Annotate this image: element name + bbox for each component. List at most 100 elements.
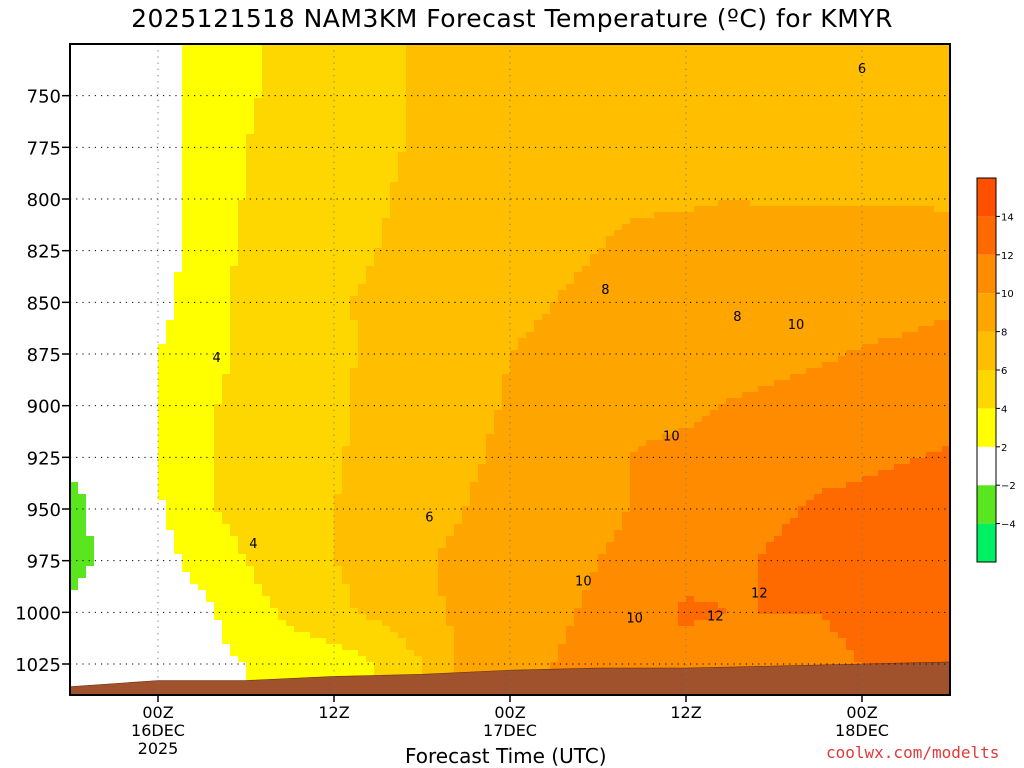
temperature-cell bbox=[126, 464, 135, 471]
temperature-cell bbox=[350, 488, 359, 495]
temperature-cell bbox=[118, 314, 127, 321]
temperature-cell bbox=[358, 230, 367, 237]
temperature-cell bbox=[86, 302, 95, 309]
temperature-cell bbox=[246, 482, 255, 489]
temperature-cell bbox=[158, 344, 167, 351]
temperature-cell bbox=[390, 476, 399, 483]
temperature-cell bbox=[390, 128, 399, 135]
temperature-cell bbox=[286, 56, 295, 63]
temperature-cell bbox=[390, 626, 399, 633]
temperature-cell bbox=[366, 458, 375, 465]
temperature-cell bbox=[278, 200, 287, 207]
temperature-cell bbox=[342, 404, 351, 411]
temperature-cell bbox=[326, 254, 335, 261]
temperature-cell bbox=[270, 284, 279, 291]
temperature-cell bbox=[414, 296, 423, 303]
temperature-cell bbox=[278, 458, 287, 465]
temperature-cell bbox=[142, 584, 151, 591]
temperature-cell bbox=[190, 428, 199, 435]
temperature-cell bbox=[406, 62, 415, 69]
temperature-cell bbox=[286, 386, 295, 393]
temperature-cell bbox=[198, 656, 207, 663]
temperature-cell bbox=[222, 158, 231, 165]
temperature-cell bbox=[142, 590, 151, 597]
temperature-cell bbox=[174, 290, 183, 297]
temperature-cell bbox=[374, 242, 383, 249]
temperature-cell bbox=[286, 128, 295, 135]
temperature-cell bbox=[414, 230, 423, 237]
temperature-cell bbox=[310, 536, 319, 543]
temperature-cell bbox=[190, 458, 199, 465]
temperature-cell bbox=[302, 290, 311, 297]
temperature-cell bbox=[374, 140, 383, 147]
temperature-cell bbox=[422, 530, 431, 537]
temperature-cell bbox=[190, 320, 199, 327]
temperature-cell bbox=[374, 614, 383, 621]
temperature-cell bbox=[294, 326, 303, 333]
temperature-cell bbox=[406, 434, 415, 441]
temperature-cell bbox=[150, 542, 159, 549]
temperature-cell bbox=[358, 182, 367, 189]
temperature-cell bbox=[294, 530, 303, 537]
temperature-cell bbox=[398, 164, 407, 171]
temperature-cell bbox=[318, 164, 327, 171]
temperature-cell bbox=[70, 152, 79, 159]
temperature-cell bbox=[246, 140, 255, 147]
temperature-cell bbox=[166, 596, 175, 603]
temperature-cell bbox=[126, 296, 135, 303]
temperature-cell bbox=[430, 92, 439, 99]
temperature-cell bbox=[286, 572, 295, 579]
temperature-cell bbox=[126, 404, 135, 411]
temperature-cell bbox=[390, 398, 399, 405]
temperature-cell bbox=[206, 668, 215, 675]
temperature-cell bbox=[206, 596, 215, 603]
temperature-cell bbox=[302, 344, 311, 351]
temperature-cell bbox=[126, 230, 135, 237]
temperature-cell bbox=[150, 674, 159, 681]
temperature-cell bbox=[222, 272, 231, 279]
temperature-cell bbox=[126, 62, 135, 69]
temperature-cell bbox=[198, 110, 207, 117]
temperature-cell bbox=[190, 416, 199, 423]
temperature-cell bbox=[254, 536, 263, 543]
temperature-cell bbox=[422, 176, 431, 183]
temperature-cell bbox=[142, 284, 151, 291]
temperature-cell bbox=[310, 428, 319, 435]
temperature-cell bbox=[326, 56, 335, 63]
temperature-cell bbox=[318, 620, 327, 627]
temperature-cell bbox=[310, 242, 319, 249]
temperature-cell bbox=[310, 236, 319, 243]
temperature-cell bbox=[158, 350, 167, 357]
temperature-cell bbox=[214, 434, 223, 441]
temperature-cell bbox=[110, 296, 119, 303]
temperature-cell bbox=[358, 536, 367, 543]
temperature-cell bbox=[358, 104, 367, 111]
temperature-cell bbox=[126, 164, 135, 171]
temperature-cell bbox=[246, 518, 255, 525]
temperature-cell bbox=[198, 464, 207, 471]
temperature-cell bbox=[174, 422, 183, 429]
temperature-cell bbox=[270, 536, 279, 543]
temperature-cell bbox=[174, 230, 183, 237]
temperature-cell bbox=[142, 212, 151, 219]
temperature-cell bbox=[126, 524, 135, 531]
temperature-cell bbox=[246, 590, 255, 597]
temperature-cell bbox=[86, 152, 95, 159]
temperature-cell bbox=[318, 158, 327, 165]
temperature-cell bbox=[182, 56, 191, 63]
temperature-cell bbox=[350, 560, 359, 567]
temperature-cell bbox=[142, 200, 151, 207]
temperature-cell bbox=[262, 542, 271, 549]
temperature-cell bbox=[142, 230, 151, 237]
temperature-cell bbox=[102, 656, 111, 663]
temperature-cell bbox=[406, 218, 415, 225]
temperature-cell bbox=[318, 146, 327, 153]
temperature-cell bbox=[86, 56, 95, 63]
temperature-cell bbox=[334, 410, 343, 417]
temperature-cell bbox=[270, 272, 279, 279]
temperature-cell bbox=[302, 314, 311, 321]
temperature-cell bbox=[94, 266, 103, 273]
temperature-cell bbox=[390, 506, 399, 513]
temperature-cell bbox=[174, 458, 183, 465]
temperature-cell bbox=[222, 530, 231, 537]
